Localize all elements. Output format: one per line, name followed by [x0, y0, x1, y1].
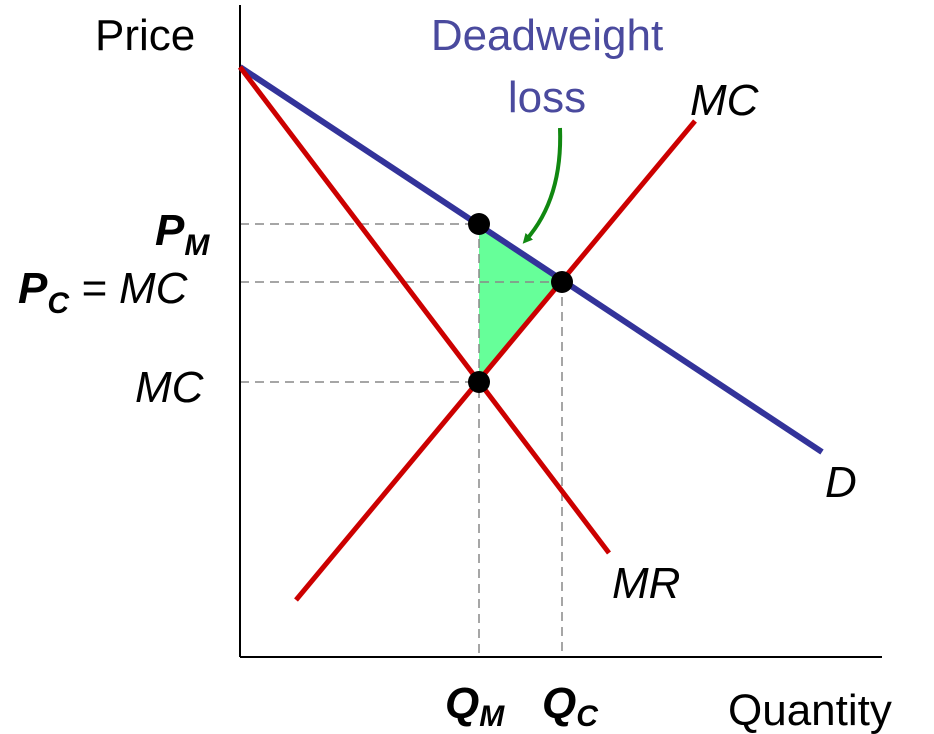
label-sub: C — [576, 700, 599, 733]
demand-curve — [238, 64, 824, 455]
annotation: loss — [508, 73, 586, 122]
label-main: P — [155, 206, 185, 255]
x-axis-label: Quantity — [728, 686, 892, 734]
price-label: MC — [135, 363, 205, 412]
label-sub: M — [479, 700, 505, 733]
price-label: PC = MC — [18, 264, 189, 320]
quantity-label: QC — [542, 679, 599, 733]
deadweight-triangle — [479, 224, 562, 382]
point — [551, 271, 573, 293]
price-label: PM — [155, 206, 210, 262]
mc-curve — [294, 119, 697, 602]
mr-curve — [238, 65, 611, 555]
arrow — [522, 127, 563, 244]
label-sub: C — [47, 287, 70, 320]
y-axis-label: Price — [95, 11, 195, 60]
annotation: Deadweight — [431, 11, 663, 60]
curve-label: MR — [612, 559, 680, 608]
label-main: Q — [542, 679, 576, 728]
point — [468, 371, 490, 393]
curve-label: D — [825, 458, 857, 507]
label-suffix: = MC — [81, 264, 189, 313]
label-main: Q — [445, 679, 479, 728]
label-sub: M — [184, 229, 210, 262]
guides — [240, 223, 563, 657]
point — [468, 213, 490, 235]
label-main: P — [18, 264, 48, 313]
curve-label: MC — [690, 76, 760, 125]
quantity-label: QM — [445, 679, 505, 733]
